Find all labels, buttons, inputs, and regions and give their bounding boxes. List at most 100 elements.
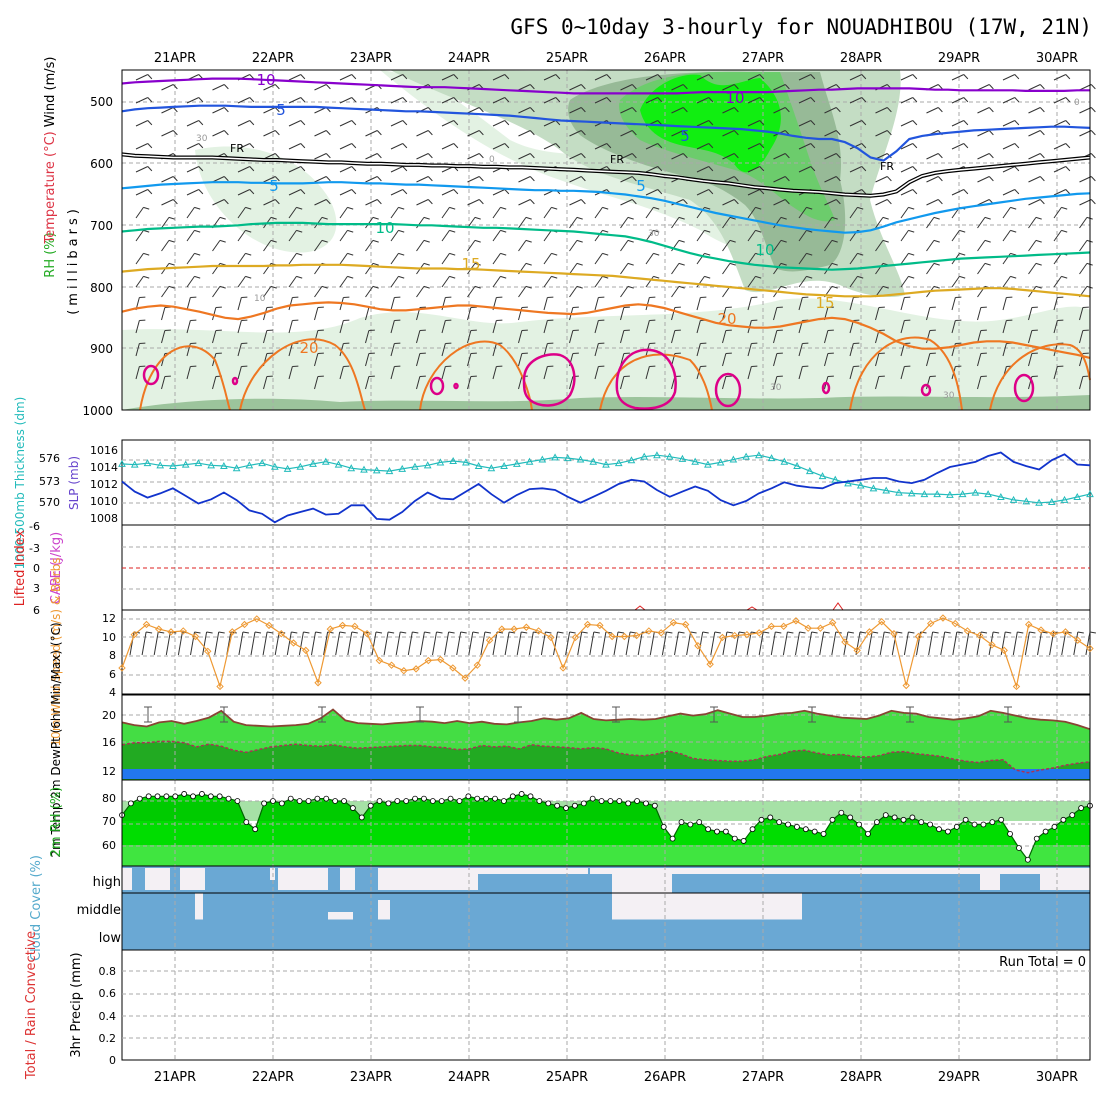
rh2m-point-99 <box>998 816 1005 823</box>
wind10m-point-69 <box>963 627 972 635</box>
upper-wind-barb-426 <box>900 206 915 219</box>
thickness-point-23 <box>411 462 419 470</box>
upper-wind-barb-193 <box>467 329 477 344</box>
rh2m-point-26 <box>349 805 356 811</box>
upper-wind-barb-246 <box>569 262 583 275</box>
temp-contour-label-2: FR <box>230 142 244 155</box>
upper-wind-barb-410 <box>875 176 892 183</box>
upper-wind-barb-232 <box>543 252 558 265</box>
top-date-label-6: 27APR <box>742 51 784 66</box>
upper-wind-barb-393 <box>849 97 867 104</box>
wind10m-point-1 <box>130 630 138 639</box>
rh2m-point-74 <box>776 819 783 826</box>
upper-wind-barb-58 <box>237 120 255 127</box>
cape-ylabel: CAPE (J/kg) <box>49 532 64 604</box>
thickness-point-55 <box>818 472 827 480</box>
upper-wind-barb-124 <box>339 342 350 357</box>
upper-wind-barb-7 <box>135 229 150 242</box>
rh2m-point-35 <box>429 798 436 804</box>
upper-wind-barb-351 <box>773 107 790 114</box>
rh2m-point-80 <box>829 816 836 823</box>
wind10m-point-2 <box>142 620 151 629</box>
upper-panel-frame <box>121 69 1091 411</box>
upper-wind-barb-205 <box>492 275 507 288</box>
slp-ytick-1014: 1014 <box>90 461 118 474</box>
upper-wind-barb-445 <box>926 329 936 344</box>
wind10m-point-24 <box>412 665 420 673</box>
upper-wind-barb-322 <box>722 84 739 91</box>
upper-wind-barb-241 <box>569 153 586 160</box>
wind10m-barb-52 <box>758 631 770 656</box>
temp-ytick-16: 16 <box>102 736 116 749</box>
upper-wind-barb-283 <box>645 143 663 150</box>
thickness-point-7 <box>207 461 216 469</box>
temp2m-yticks: 12 16 20 <box>102 709 116 778</box>
upper-wind-barb-381 <box>824 153 841 160</box>
upper-wind-barb-130 <box>365 176 382 183</box>
wind10m-point-10 <box>240 620 249 629</box>
rh2m-point-9 <box>199 791 205 797</box>
upper-wind-barb-311 <box>696 143 714 150</box>
upper-wind-barb-458 <box>951 296 962 311</box>
rh2m-point-90 <box>918 819 925 826</box>
cape-panel: -6 -3 0 3 6 Lifted Index CAPE (J/kg) <box>13 520 1091 617</box>
bottom-date-label-7: 28APR <box>840 1070 882 1085</box>
slp-ytick-1008: 1008 <box>90 512 118 525</box>
rh-shading <box>122 70 1090 410</box>
wind10m-point-52 <box>755 629 763 637</box>
wind10m-point-18 <box>338 621 347 630</box>
upper-wind-barb-169 <box>441 97 459 104</box>
thickness-point-1 <box>130 460 139 468</box>
upper-wind-barb-147 <box>390 229 405 242</box>
cloud-ylabel-group: Cloud Cover (%) <box>29 855 44 961</box>
upper-wind-barb-108 <box>314 306 324 321</box>
upper-wind-barb-312 <box>696 166 714 173</box>
upper-wind-barb-271 <box>620 199 637 206</box>
rh2m-area <box>122 794 1090 866</box>
thickness-point-6 <box>194 459 203 467</box>
cloud-gap-5 <box>340 868 355 890</box>
upper-wind-barb-0 <box>135 74 153 81</box>
temp-contour-label2-5: 15 <box>815 294 834 312</box>
temp-contour-0 <box>121 77 1090 95</box>
upper-wind-barb-214 <box>518 176 535 183</box>
rh2m-point-37 <box>447 795 454 802</box>
rh2m-point-33 <box>412 795 418 802</box>
rh2m-point-12 <box>225 795 232 802</box>
wind10m-point-20 <box>363 630 371 638</box>
upper-wind-barb-469 <box>977 239 991 252</box>
upper-wind-barb-279 <box>620 375 630 390</box>
rh2m-panel: 60 70 80 2m RH (%) <box>49 779 1093 867</box>
precip-gridlines <box>122 950 1090 1060</box>
upper-wind-barb-18 <box>161 176 178 183</box>
wind10m-barb-49 <box>722 631 733 656</box>
upper-wind-barb-341 <box>747 189 765 196</box>
slp-ytick-1010: 1010 <box>90 495 118 508</box>
rh2m-point-66 <box>705 826 712 833</box>
wind10m-gridlines <box>122 610 1090 694</box>
upper-wind-barb-425 <box>900 189 918 196</box>
wind10m-barb-11 <box>262 631 274 656</box>
upper-wind-barb-88 <box>288 166 306 173</box>
cloud-gap-11 <box>980 868 1000 890</box>
upper-wind-barb-412 <box>875 216 889 229</box>
upper-wind-barb-264 <box>594 342 605 357</box>
upper-wind-barb-198 <box>492 120 510 127</box>
upper-wind-barb-494 <box>1028 176 1045 183</box>
wind10m-barb-44 <box>661 631 673 656</box>
upper-wind-barb-506 <box>1053 120 1071 127</box>
temp-contour-label2-4: 10 <box>755 241 774 259</box>
cloud-gap-14 <box>328 912 353 920</box>
wind10m-barb-20 <box>371 631 383 656</box>
upper-wind-barb-419 <box>875 375 885 390</box>
upper-wind-barb-142 <box>390 120 408 127</box>
wind10m-point-16 <box>314 679 322 687</box>
rh-ytick-60: 60 <box>102 839 116 852</box>
thickness-point-73 <box>1047 497 1056 506</box>
wind10m-point-0 <box>118 664 126 672</box>
upper-wind-barb-34 <box>186 206 201 219</box>
thickness-point-26 <box>449 456 458 464</box>
thickness-point-47 <box>716 458 725 466</box>
upper-wind-barb-157 <box>416 153 433 160</box>
upper-wind-barb-505 <box>1053 97 1071 104</box>
